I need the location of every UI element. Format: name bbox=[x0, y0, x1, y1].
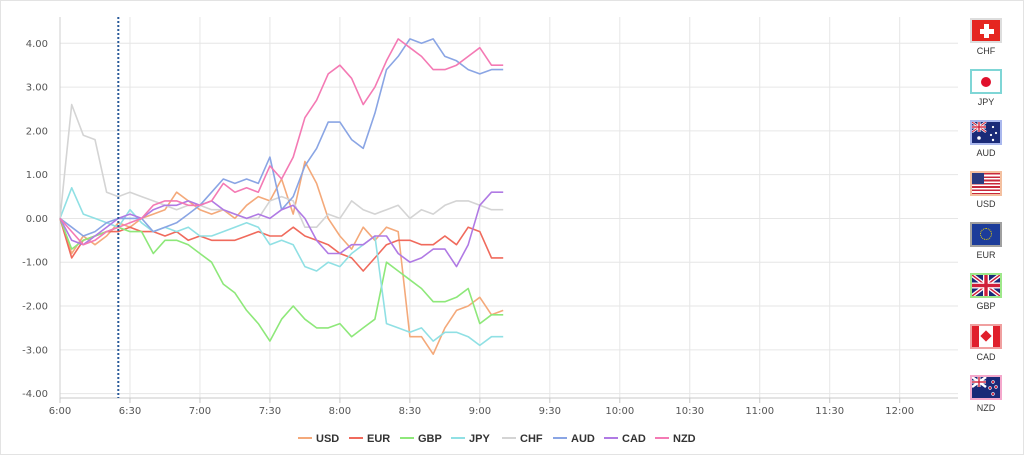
flag-code: NZD bbox=[976, 403, 996, 413]
x-tick-label: 6:30 bbox=[119, 406, 141, 417]
currency-strength-chart: -4.00 -3.00 -2.00 -1.00 0.00 1.00 2.00 3.00 4.00… bbox=[22, 17, 958, 445]
x-tick-label: 8:30 bbox=[399, 406, 421, 417]
legend-item-cad[interactable]: CAD bbox=[604, 433, 646, 445]
currency-flags: CHF JPY AUD bbox=[966, 18, 1006, 426]
series-line-gbp bbox=[59, 218, 504, 342]
series-line-chf bbox=[59, 103, 504, 228]
y-axis: -4.00 -3.00 -2.00 -1.00 0.00 1.00 2.00 3.00 4.00 bbox=[22, 17, 61, 400]
y-tick-label: -4.00 bbox=[22, 389, 48, 400]
series-line-jpy bbox=[59, 187, 504, 347]
y-tick-label: -1.00 bbox=[22, 258, 48, 269]
flag-code: AUD bbox=[976, 148, 996, 158]
eu-flag-icon bbox=[970, 222, 1002, 247]
legend-label: GBP bbox=[418, 433, 442, 445]
flag-item-nzd[interactable]: NZD bbox=[966, 375, 1006, 426]
legend-label: USD bbox=[316, 433, 339, 445]
series-line-cad bbox=[59, 191, 504, 268]
uk-flag-icon bbox=[970, 273, 1002, 298]
legend-label: JPY bbox=[469, 433, 490, 445]
y-tick-label: 4.00 bbox=[26, 39, 48, 50]
flag-item-aud[interactable]: AUD bbox=[966, 120, 1006, 171]
flag-item-cad[interactable]: CAD bbox=[966, 324, 1006, 375]
flag-code: EUR bbox=[976, 250, 996, 260]
legend-label: NZD bbox=[673, 433, 696, 445]
flag-item-usd[interactable]: USD bbox=[966, 171, 1006, 222]
x-tick-label: 8:00 bbox=[329, 406, 351, 417]
legend-item-eur[interactable]: EUR bbox=[349, 433, 390, 445]
japan-flag-icon bbox=[970, 69, 1002, 94]
x-tick-label: 10:00 bbox=[605, 406, 634, 417]
legend-item-usd[interactable]: USD bbox=[298, 433, 339, 445]
flag-item-jpy[interactable]: JPY bbox=[966, 69, 1006, 120]
flag-code: CHF bbox=[976, 46, 996, 56]
legend-item-jpy[interactable]: JPY bbox=[451, 433, 490, 445]
series-lines bbox=[59, 38, 504, 356]
flag-code: USD bbox=[976, 199, 996, 209]
x-tick-label: 9:00 bbox=[469, 406, 491, 417]
flag-code: GBP bbox=[976, 301, 996, 311]
x-tick-label: 12:00 bbox=[885, 406, 914, 417]
x-tick-label: 11:30 bbox=[815, 406, 844, 417]
legend-item-chf[interactable]: CHF bbox=[502, 433, 543, 445]
flag-item-eur[interactable]: EUR bbox=[966, 222, 1006, 273]
legend-label: AUD bbox=[571, 433, 595, 445]
series-line-nzd bbox=[59, 38, 504, 246]
legend-label: EUR bbox=[367, 433, 390, 445]
legend-item-nzd[interactable]: NZD bbox=[655, 433, 696, 445]
flag-item-gbp[interactable]: GBP bbox=[966, 273, 1006, 324]
australia-flag-icon bbox=[970, 120, 1002, 145]
y-tick-label: 0.00 bbox=[26, 214, 48, 225]
y-tick-label: 2.00 bbox=[26, 126, 48, 137]
swiss-flag-icon bbox=[970, 18, 1002, 43]
legend-label: CHF bbox=[520, 433, 543, 445]
legend-label: CAD bbox=[622, 433, 646, 445]
flag-code: CAD bbox=[976, 352, 996, 362]
flag-code: JPY bbox=[977, 97, 995, 107]
x-tick-label: 7:30 bbox=[259, 406, 281, 417]
x-axis: 6:00 6:30 7:00 7:30 8:00 8:30 9:00 9:30 10:00 10:… bbox=[49, 397, 958, 417]
y-tick-label: 1.00 bbox=[26, 170, 48, 181]
x-tick-label: 10:30 bbox=[675, 406, 704, 417]
x-tick-label: 9:30 bbox=[539, 406, 561, 417]
canada-flag-icon bbox=[970, 324, 1002, 349]
grid bbox=[59, 17, 958, 398]
series-line-eur bbox=[59, 218, 504, 272]
legend[interactable]: USD EUR GBP JPY CHF AUD CAD NZD bbox=[298, 433, 696, 445]
flag-item-chf[interactable]: CHF bbox=[966, 18, 1006, 69]
y-tick-label: -3.00 bbox=[22, 345, 48, 356]
usa-flag-icon bbox=[970, 171, 1002, 196]
series-line-usd bbox=[59, 160, 504, 356]
legend-item-gbp[interactable]: GBP bbox=[400, 433, 442, 445]
series-line-aud bbox=[59, 38, 504, 237]
newzealand-flag-icon bbox=[970, 375, 1002, 400]
x-tick-label: 11:00 bbox=[745, 406, 774, 417]
y-tick-label: -2.00 bbox=[22, 302, 48, 313]
y-tick-label: 3.00 bbox=[26, 83, 48, 94]
x-tick-label: 6:00 bbox=[49, 406, 71, 417]
x-tick-label: 7:00 bbox=[189, 406, 211, 417]
legend-item-aud[interactable]: AUD bbox=[553, 433, 595, 445]
